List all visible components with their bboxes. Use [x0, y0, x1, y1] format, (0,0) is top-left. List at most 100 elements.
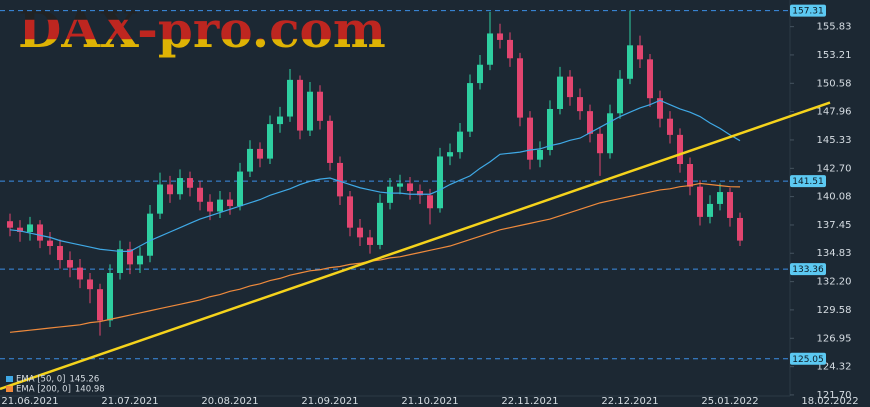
candle-body [517, 58, 523, 118]
candle-body [347, 196, 353, 228]
candle-body [157, 184, 163, 214]
candle-body [417, 190, 423, 196]
candle-body [687, 164, 693, 187]
candle-body [537, 149, 543, 160]
candle-body [477, 64, 483, 84]
candle-body [177, 178, 183, 195]
x-tick-label: 21.10.2021 [401, 396, 458, 407]
candle-body [387, 186, 393, 203]
level-tag [790, 4, 826, 17]
candle-body [27, 224, 33, 232]
level-label: 157.31 [792, 7, 824, 17]
candle-body [207, 201, 213, 212]
candle-body [647, 59, 653, 99]
x-tick-label: 21.07.2021 [101, 396, 158, 407]
legend-name: EMA [200, 0] [16, 385, 71, 395]
candle-body [197, 187, 203, 202]
candle-body [217, 199, 223, 212]
y-tick-label: 142.70 [817, 163, 852, 174]
y-tick-label: 140.08 [817, 192, 852, 203]
candle-body [467, 83, 473, 132]
candle-body [127, 249, 133, 265]
y-tick-label: 129.58 [817, 305, 852, 316]
candle-body [117, 249, 123, 273]
candle-body [727, 192, 733, 218]
x-tick-label: 20.08.2021 [201, 396, 258, 407]
candle-body [707, 203, 713, 217]
watermark: DAX-pro.com [18, 0, 386, 59]
candle-body [367, 237, 373, 245]
candle-body [47, 240, 53, 247]
candle-body [407, 183, 413, 191]
candle-body [187, 178, 193, 188]
candle-body [607, 113, 613, 154]
y-tick-label: 124.32 [817, 362, 852, 373]
y-tick-label: 150.58 [817, 78, 852, 89]
candle-body [577, 97, 583, 112]
candle-body [57, 246, 63, 261]
candle-body [17, 227, 23, 232]
candle-body [147, 213, 153, 256]
candle-body [487, 33, 493, 65]
candle-body [77, 267, 83, 280]
candle-body [527, 117, 533, 160]
candle-body [337, 162, 343, 197]
candle-body [327, 120, 333, 163]
level-tag [790, 263, 826, 276]
candle-body [627, 45, 633, 79]
candle-body [597, 133, 603, 154]
candle-body [297, 79, 303, 131]
x-tick-label: 21.06.2021 [1, 396, 58, 407]
candle-body [37, 224, 43, 241]
x-tick-label: 22.12.2021 [601, 396, 658, 407]
candle-body [97, 289, 103, 321]
candle-body [697, 186, 703, 217]
candle-body [377, 202, 383, 245]
candle-body [267, 124, 273, 159]
candle-body [317, 91, 323, 121]
candle-body [587, 111, 593, 134]
level-label: 133.36 [792, 265, 824, 275]
candle-body [397, 183, 403, 187]
candle-body [507, 39, 513, 59]
level-label: 141.51 [792, 177, 824, 187]
candle-body [497, 33, 503, 40]
candle-body [437, 156, 443, 209]
level-tag [790, 352, 826, 365]
candle-body [227, 199, 233, 207]
candle-body [137, 255, 143, 265]
legend-name: EMA [50, 0] [16, 375, 65, 385]
candle-body [357, 227, 363, 238]
candle-body [67, 260, 73, 268]
candle-body [557, 76, 563, 109]
trendline [0, 101, 831, 391]
y-tick-label: 126.95 [817, 333, 852, 344]
y-tick-label: 155.83 [817, 22, 852, 33]
candle-body [247, 148, 253, 172]
y-tick-label: 132.20 [817, 277, 852, 288]
candle-body [567, 76, 573, 98]
y-tick-label: 145.33 [817, 135, 852, 146]
x-tick-label: 21.09.2021 [301, 396, 358, 407]
candle-body [257, 148, 263, 159]
level-tag [790, 175, 826, 188]
candle-body [87, 279, 93, 290]
candle-body [287, 79, 293, 117]
level-label: 125.05 [792, 355, 824, 365]
candle-body [447, 152, 453, 157]
candle-body [167, 184, 173, 195]
candle-body [637, 45, 643, 60]
legend-swatch [6, 376, 13, 382]
x-tick-label: 25.01.2022 [701, 396, 758, 407]
x-tick-label: 22.11.2021 [501, 396, 558, 407]
candle-body [717, 192, 723, 204]
y-tick-label: 147.96 [817, 107, 852, 118]
legend-value: 140.98 [75, 385, 105, 395]
candle-body [617, 78, 623, 114]
legend-swatch [6, 386, 13, 392]
candle-body [667, 118, 673, 135]
candle-body [457, 131, 463, 153]
x-tick-label: 18.02.2022 [801, 396, 858, 407]
ema-line [9, 99, 741, 253]
